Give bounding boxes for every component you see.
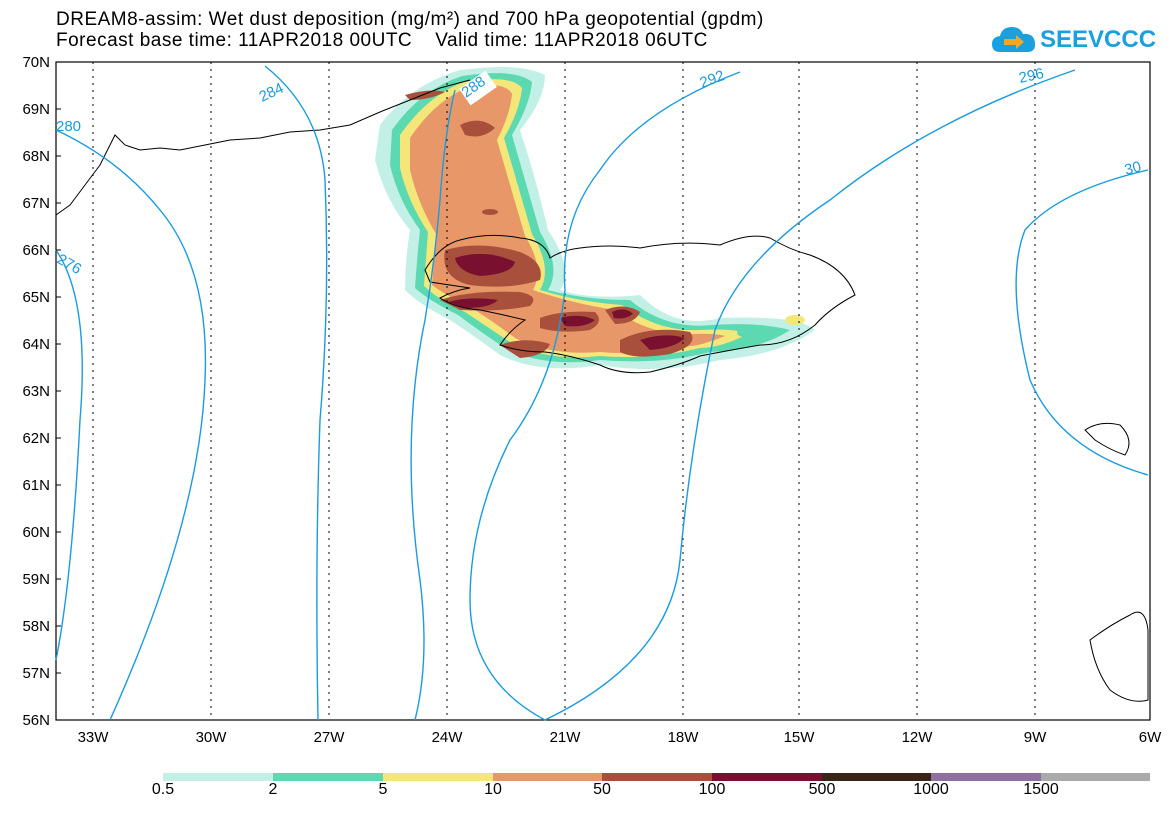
lat-label: 65N	[22, 289, 50, 306]
colorbar-segment	[273, 773, 383, 781]
colorbar-label: 1000	[913, 781, 949, 798]
colorbar-segment	[163, 773, 273, 781]
contour-label: 30	[1123, 158, 1144, 179]
lon-label: 6W	[1139, 729, 1162, 746]
colorbar-label: 5	[378, 781, 388, 798]
lat-label: 66N	[22, 242, 50, 259]
lat-label: 63N	[22, 383, 50, 400]
colorbar-segment	[712, 773, 822, 781]
lat-label: 58N	[22, 618, 50, 635]
lat-label: 57N	[22, 665, 50, 682]
lat-label: 62N	[22, 430, 50, 447]
lon-label: 30W	[196, 729, 228, 746]
colorbar-label: 50	[593, 781, 611, 798]
colorbar-label: 2	[268, 781, 278, 798]
lat-label: 69N	[22, 101, 50, 118]
seevccc-logo: SEEVCCC	[990, 20, 1156, 60]
latitude-labels: 70N 69N 68N 67N 66N 65N 64N 63N 62N 61N …	[22, 54, 50, 729]
colorbar-segment	[931, 773, 1041, 781]
geopotential-contours	[55, 65, 1149, 721]
lon-label: 9W	[1024, 729, 1047, 746]
axis-ticks	[56, 61, 61, 721]
colorbar-label: 500	[808, 781, 836, 798]
colorbar-segment	[493, 773, 602, 781]
lat-label: 61N	[22, 477, 50, 494]
colorbar-label: 10	[484, 781, 502, 798]
colorbar-segment	[822, 773, 931, 781]
dust-deposition-field	[375, 66, 815, 369]
lat-label: 70N	[22, 54, 50, 71]
contour-label: 296	[1017, 65, 1045, 87]
colorbar-segment	[383, 773, 493, 781]
lon-label: 33W	[78, 729, 110, 746]
lat-label: 67N	[22, 195, 50, 212]
colorbar	[163, 773, 1150, 781]
logo-text: SEEVCCC	[1040, 26, 1157, 53]
lon-label: 18W	[668, 729, 700, 746]
lat-label: 56N	[22, 712, 50, 729]
lat-label: 60N	[22, 524, 50, 541]
lon-label: 24W	[432, 729, 464, 746]
lon-label: 15W	[784, 729, 816, 746]
colorbar-label: 100	[698, 781, 726, 798]
map-frame	[55, 61, 1151, 721]
map-subtitle: Forecast base time: 11APR2018 00UTC Vali…	[56, 30, 708, 51]
cloud-arrow-icon	[992, 27, 1036, 52]
colorbar-label: 0.5	[151, 781, 175, 798]
lat-label: 68N	[22, 148, 50, 165]
lat-label: 59N	[22, 571, 50, 588]
longitude-labels: 33W 30W 27W 24W 21W 18W 15W 12W 9W 6W	[78, 729, 1163, 746]
lat-label: 64N	[22, 336, 50, 353]
contour-label: 280	[56, 118, 81, 135]
colorbar-label: 1500	[1023, 781, 1059, 798]
lon-label: 12W	[902, 729, 934, 746]
colorbar-segment	[602, 773, 712, 781]
lon-label: 27W	[314, 729, 346, 746]
map-title: DREAM8-assim: Wet dust deposition (mg/m²…	[56, 9, 764, 30]
lon-label: 21W	[550, 729, 582, 746]
colorbar-segment	[1041, 773, 1150, 781]
